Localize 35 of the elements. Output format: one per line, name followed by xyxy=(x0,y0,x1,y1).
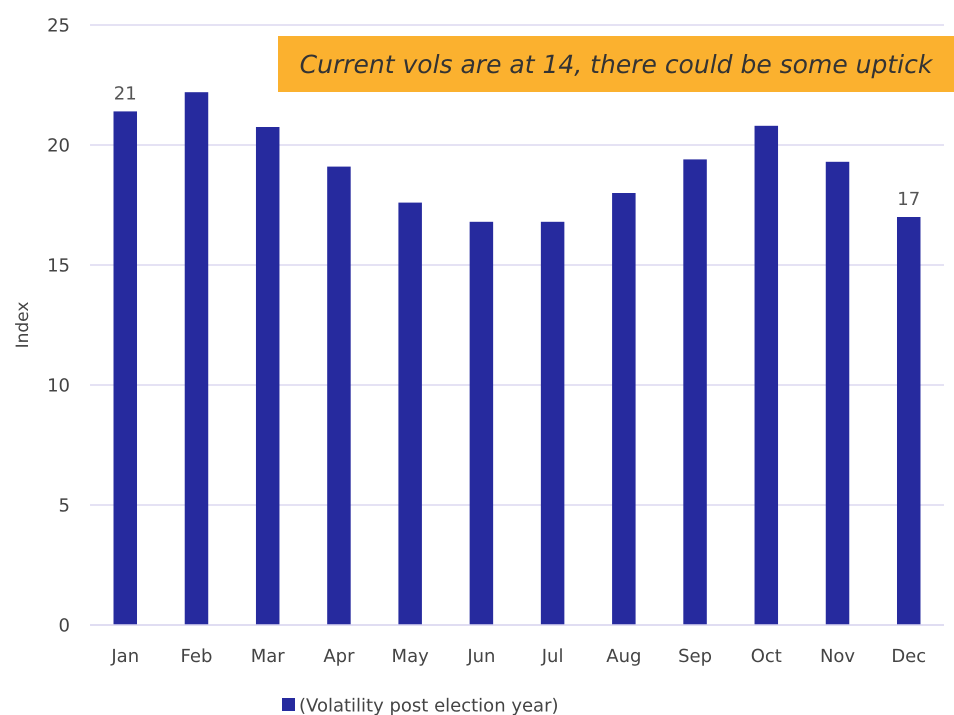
x-tick-label: Nov xyxy=(820,646,856,667)
bar xyxy=(327,166,351,625)
bar xyxy=(754,126,778,625)
x-tick-label: Oct xyxy=(750,646,782,667)
y-axis-title: Index xyxy=(13,302,33,348)
y-tick-label: 15 xyxy=(47,255,70,276)
y-tick-label: 0 xyxy=(58,615,70,636)
y-tick-label: 25 xyxy=(47,15,70,36)
x-tick-label: Mar xyxy=(250,646,286,667)
x-tick-label: Jan xyxy=(110,646,140,667)
bar xyxy=(683,159,707,625)
bar xyxy=(114,111,138,625)
x-tick-label: Jul xyxy=(540,646,564,667)
y-tick-label: 20 xyxy=(47,135,70,156)
data-label: 17 xyxy=(897,189,920,210)
legend-label: (Volatility post election year) xyxy=(299,695,558,715)
bar xyxy=(184,92,208,625)
x-tick-label: Dec xyxy=(891,646,926,667)
x-tick-label: Jun xyxy=(466,646,496,667)
data-label: 21 xyxy=(114,83,137,104)
y-tick-label: 5 xyxy=(58,495,70,516)
bar xyxy=(470,222,494,625)
x-tick-label: Feb xyxy=(180,646,212,667)
bar xyxy=(398,202,422,625)
x-tick-label: Apr xyxy=(323,646,356,667)
annotation: Current vols are at 14, there could be some uptick xyxy=(300,50,934,79)
bar xyxy=(540,222,564,625)
bar xyxy=(612,193,636,625)
x-tick-label: May xyxy=(392,646,430,667)
y-tick-label: 10 xyxy=(47,375,70,396)
bar xyxy=(256,127,280,625)
x-tick-label: Aug xyxy=(606,646,642,667)
bar xyxy=(896,217,920,625)
bar xyxy=(826,162,850,625)
x-tick-label: Sep xyxy=(678,646,712,667)
